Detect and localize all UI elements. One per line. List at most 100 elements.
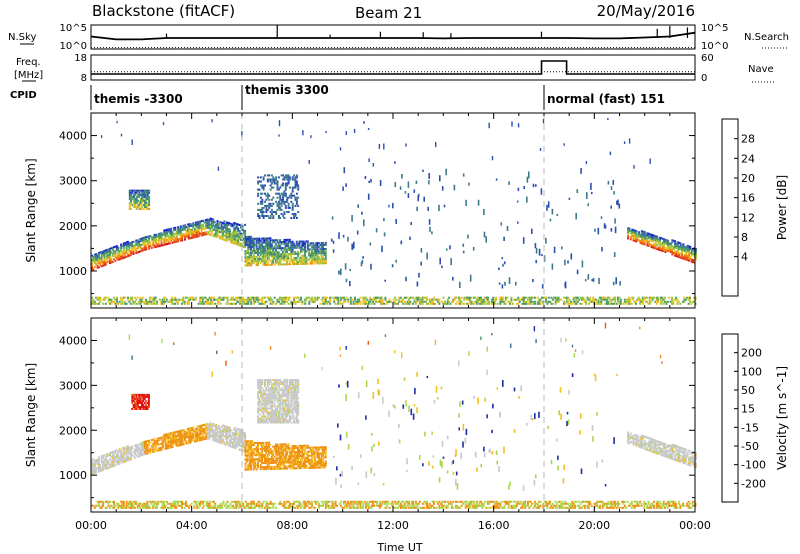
echo-cell <box>255 260 258 263</box>
echo-cell <box>287 296 290 299</box>
echo-cell <box>227 232 230 235</box>
echo-cell <box>251 454 254 457</box>
echo-cell <box>127 240 129 243</box>
echo-cell <box>239 296 242 299</box>
echo-cell <box>238 234 241 237</box>
echo-cell <box>141 393 143 396</box>
echo-cell <box>248 237 251 240</box>
echo-cell <box>291 445 294 448</box>
echo-cell <box>286 451 288 454</box>
echo-cell <box>398 296 401 299</box>
echo-cell <box>279 263 282 266</box>
echo-cell <box>276 421 279 424</box>
echo-cell <box>572 298 575 301</box>
echo-cell <box>269 387 272 390</box>
echo-cell <box>437 300 439 303</box>
echo-cell <box>208 429 211 432</box>
echo-cell <box>305 260 308 263</box>
echo-cell <box>298 244 301 247</box>
echo-cell <box>135 302 138 305</box>
echo-cell <box>270 399 273 402</box>
echo-cell <box>151 302 154 305</box>
echo-cell <box>244 448 247 451</box>
echo-cell <box>277 202 280 205</box>
echo-cell <box>174 236 177 239</box>
echo-cell <box>324 300 327 303</box>
echo-cell <box>653 234 656 237</box>
echo-cell <box>283 443 286 446</box>
echo-cell <box>227 428 230 431</box>
echo-cell <box>298 298 301 301</box>
echo-cell <box>132 197 135 200</box>
echo-cell <box>297 296 300 299</box>
echo-cell <box>482 302 485 305</box>
echo-cell <box>254 237 257 240</box>
echo-cell <box>168 242 171 245</box>
echo-cell <box>280 259 283 262</box>
echo-cell <box>102 298 105 301</box>
echo-cell <box>189 431 192 434</box>
echo-cell <box>220 229 223 232</box>
echo-cell <box>268 249 270 252</box>
echo-cell <box>444 300 446 303</box>
echo-cell <box>679 252 682 255</box>
echo-cell <box>250 237 253 240</box>
echo-cell <box>419 300 421 303</box>
echo-cell <box>671 245 674 248</box>
echo-cell <box>304 467 306 469</box>
echo-cell <box>131 204 134 206</box>
echo-cell <box>179 437 182 440</box>
echo-scatter <box>449 245 451 250</box>
echo-cell <box>264 401 266 404</box>
echo-cell <box>322 260 324 263</box>
echo-cell <box>251 260 254 263</box>
echo-cell <box>399 300 402 303</box>
echo-cell <box>197 231 200 233</box>
echo-cell <box>319 452 322 455</box>
echo-cell <box>280 302 283 305</box>
echo-cell <box>170 436 173 439</box>
echo-cell <box>252 452 255 455</box>
echo-cell <box>656 235 659 238</box>
echo-cell <box>127 245 129 247</box>
echo-cell <box>272 397 275 400</box>
echo-cell <box>139 193 142 196</box>
echo-scatter <box>469 274 472 282</box>
echo-cell <box>283 447 286 450</box>
echo-cell <box>295 467 298 470</box>
echo-cell <box>217 300 219 303</box>
echo-cell <box>323 252 326 255</box>
echo-cell <box>245 244 248 247</box>
echo-cell <box>93 464 96 466</box>
echo-cell <box>181 233 184 236</box>
echo-cell <box>649 243 652 246</box>
echo-cell <box>186 434 189 437</box>
echo-cell <box>273 241 276 244</box>
echo-cell <box>91 300 93 303</box>
echo-cell <box>226 430 229 432</box>
echo-cell <box>254 460 257 463</box>
echo-cell <box>134 189 137 192</box>
echo-cell <box>355 300 358 303</box>
echo-cell <box>156 302 159 305</box>
echo-cell <box>644 300 647 303</box>
echo-cell <box>628 229 631 232</box>
echo-scatter <box>498 267 500 271</box>
echo-cell <box>121 253 124 256</box>
echo-cell <box>650 237 653 240</box>
echo-cell <box>288 465 291 468</box>
echo-cell <box>250 252 253 255</box>
echo-scatter <box>592 277 595 283</box>
echo-cell <box>585 300 588 303</box>
echo-cell <box>659 302 662 305</box>
echo-scatter <box>633 165 635 169</box>
echo-cell <box>532 302 535 305</box>
echo-cell <box>322 250 324 253</box>
echo-cell <box>470 300 473 303</box>
echo-cell <box>257 208 260 211</box>
echo-cell <box>370 298 373 301</box>
echo-cell <box>204 435 207 438</box>
echo-cell <box>657 298 660 301</box>
echo-cell <box>270 253 273 256</box>
echo-cell <box>133 448 136 451</box>
